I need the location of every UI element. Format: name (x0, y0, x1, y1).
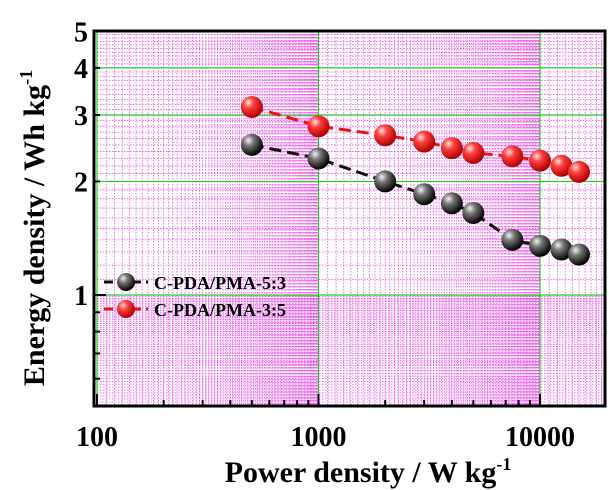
data-point (374, 124, 397, 147)
x-tick-label: 1000 (291, 422, 347, 453)
data-point (413, 183, 436, 206)
data-point (529, 234, 551, 257)
data-point (529, 149, 551, 172)
data-point (568, 160, 591, 183)
x-tick-label: 100 (76, 422, 118, 453)
data-point (413, 130, 436, 153)
data-point (501, 228, 524, 251)
legend-label-series-1: C-PDA/PMA-5:3 (154, 273, 286, 293)
data-point (440, 137, 463, 160)
plot-background (94, 31, 605, 406)
legend-item-series-1: C-PDA/PMA-5:3 (104, 273, 286, 293)
series-layer (240, 95, 591, 266)
y-tick-label: 3 (74, 101, 88, 132)
data-point (240, 95, 263, 118)
legend-label-series-2: C-PDA/PMA-3:5 (154, 300, 286, 320)
y-tick-label: 4 (74, 54, 88, 85)
y-tick-label: 5 (74, 17, 88, 48)
axis-ticks (94, 30, 541, 406)
data-point (568, 243, 591, 266)
data-point (440, 192, 463, 215)
data-point (307, 147, 330, 170)
tick-labels: 100 1000 10000 1 2 3 4 5 (74, 17, 575, 453)
y-tick-label: 1 (74, 281, 88, 312)
legend: C-PDA/PMA-5:3 C-PDA/PMA-3:5 (104, 273, 286, 320)
series-1 (240, 133, 591, 266)
data-point (550, 154, 573, 177)
data-point (501, 145, 524, 168)
data-point (374, 170, 397, 193)
data-point (462, 141, 485, 164)
y-tick-label: 2 (74, 167, 88, 198)
legend-item-series-2: C-PDA/PMA-3:5 (104, 300, 286, 320)
series-line (251, 143, 580, 256)
data-point (550, 238, 573, 261)
data-point (307, 115, 330, 138)
plot-frame (92, 29, 607, 408)
major-grid (94, 31, 605, 406)
x-tick-label: 10000 (505, 422, 575, 453)
series-2 (240, 95, 591, 183)
y-axis-title: Energy density / Wh kg-1 (16, 70, 51, 386)
data-point (240, 133, 263, 156)
x-axis-title: Power density / W kg-1 (225, 454, 512, 489)
data-point (462, 201, 485, 224)
